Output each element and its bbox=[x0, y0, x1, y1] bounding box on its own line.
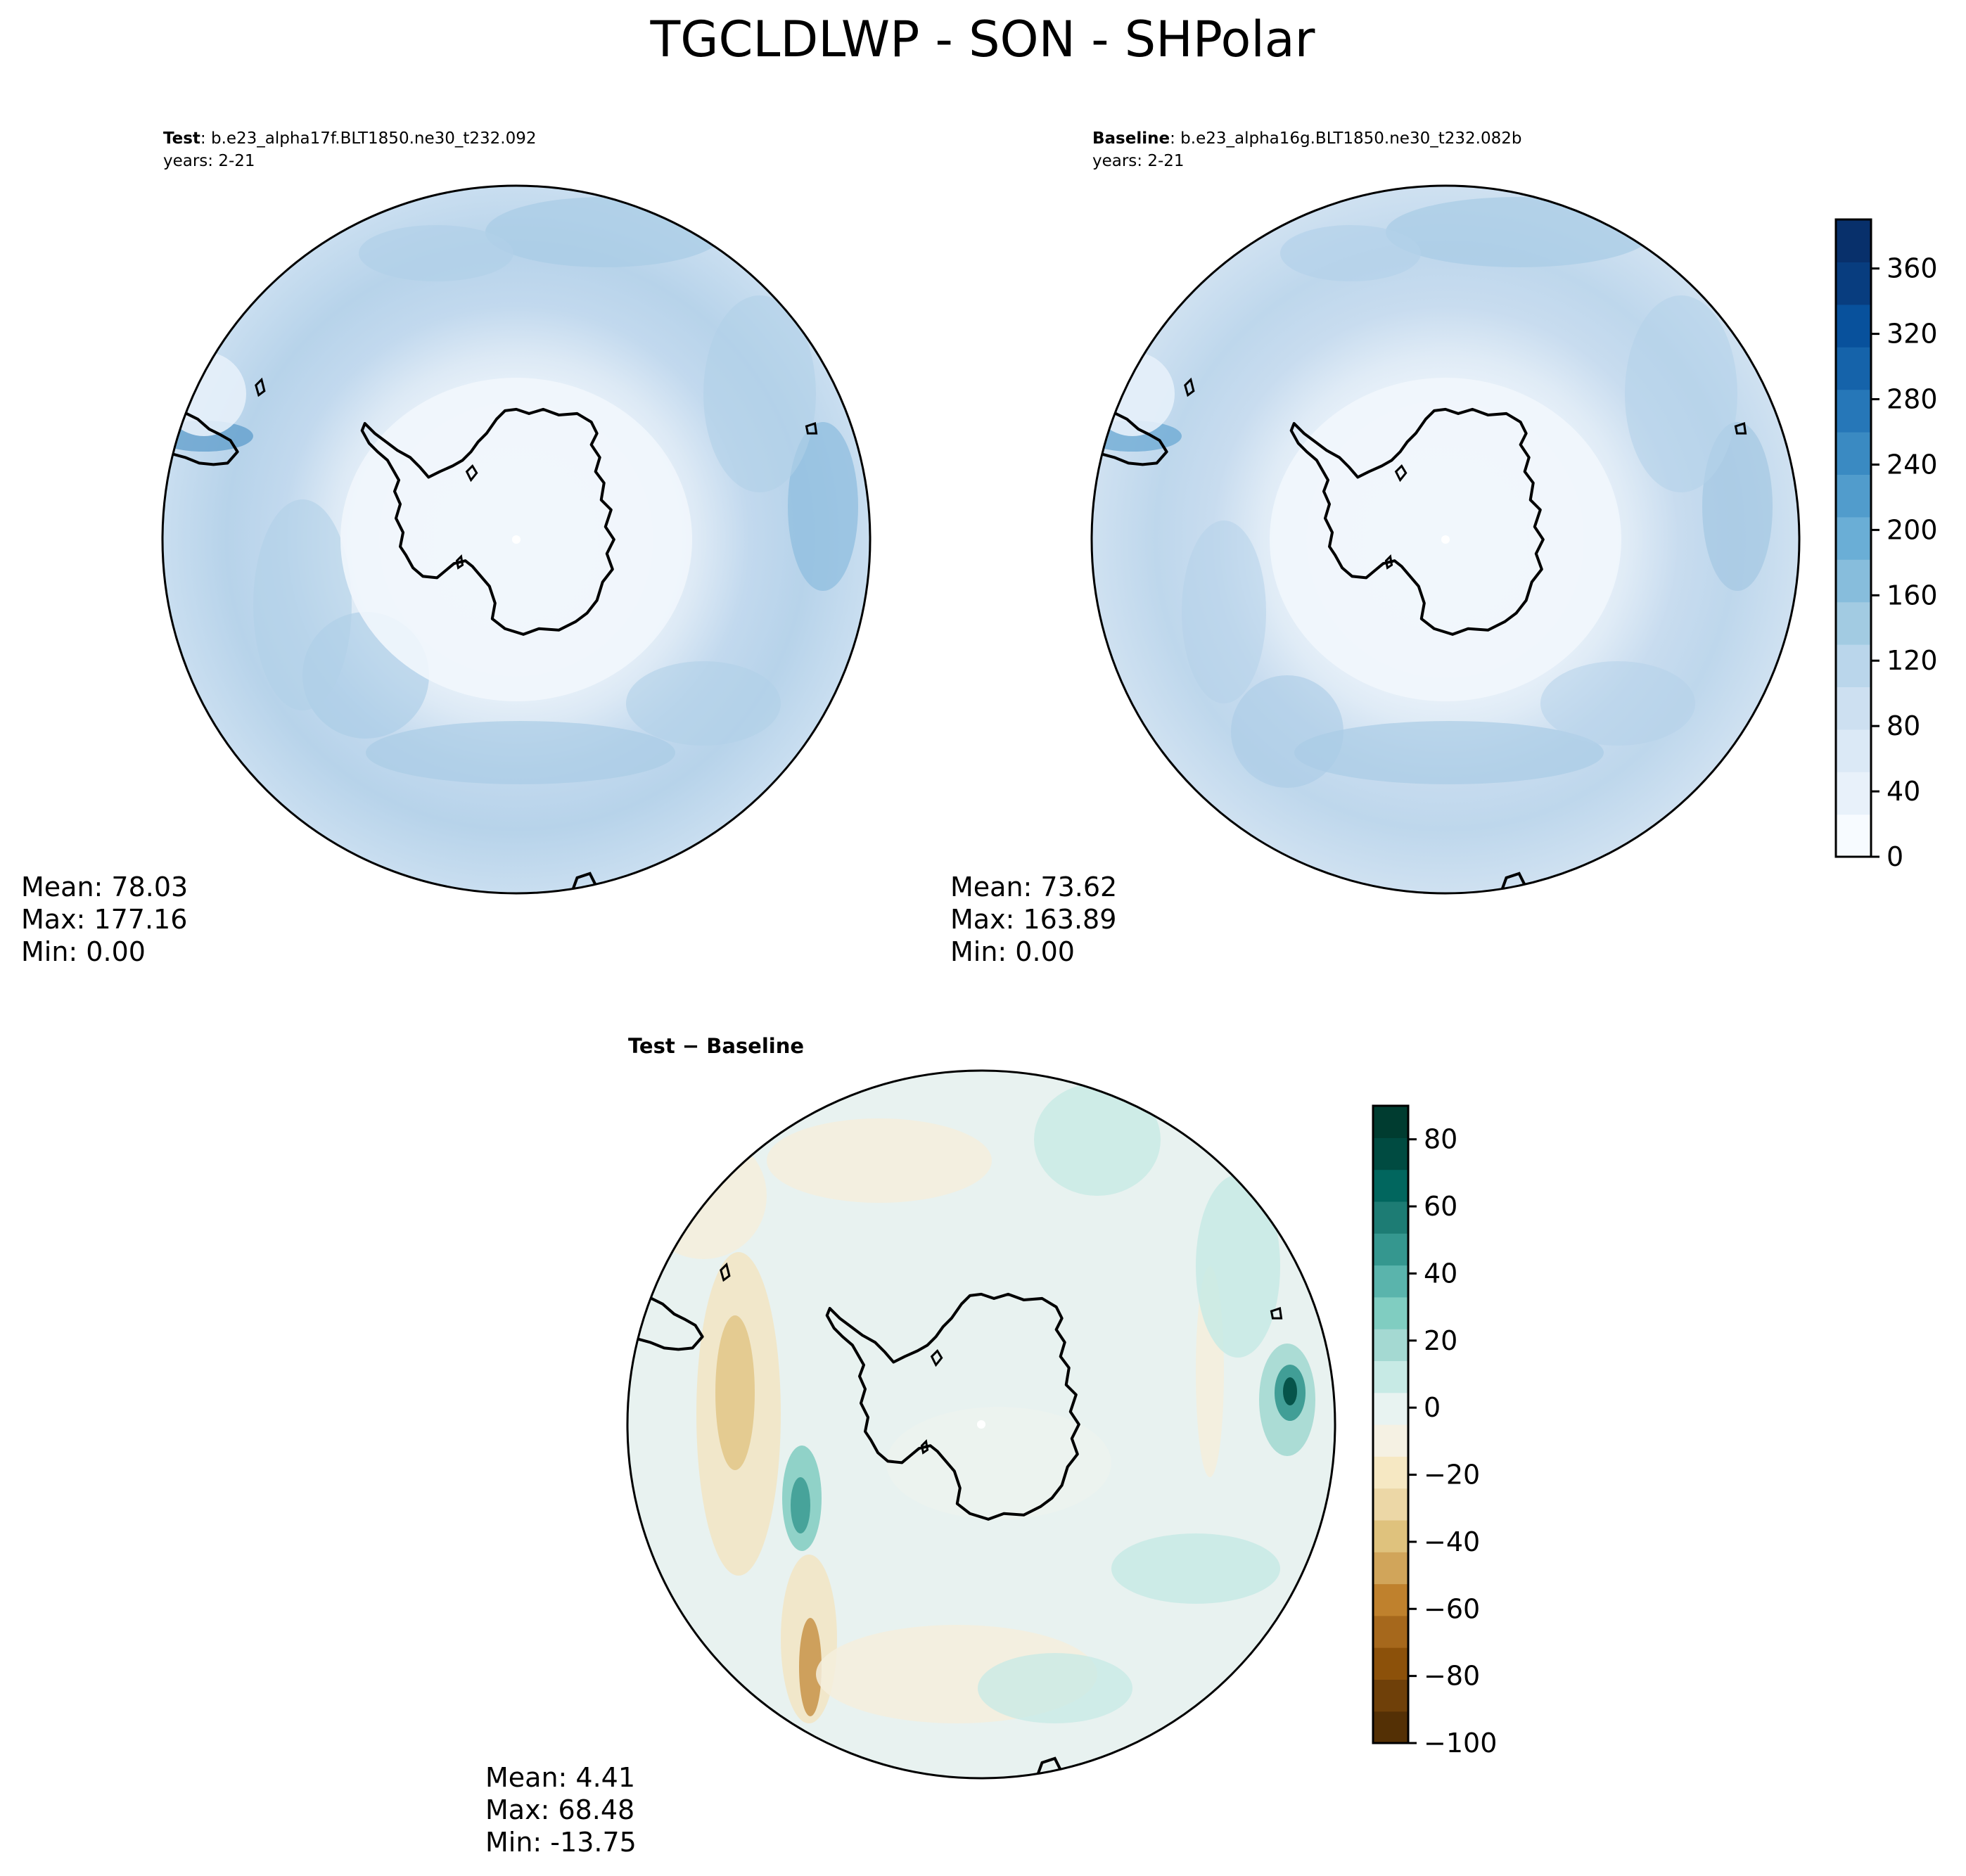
colorbar-tick-label: 120 bbox=[1887, 645, 1938, 676]
panel-diff-heading: Test − Baseline bbox=[628, 1034, 804, 1058]
colorbar-segment bbox=[1836, 516, 1871, 560]
panel-test: Test: b.e23_alpha17f.BLT1850.ne30_t232.0… bbox=[21, 129, 872, 967]
colorbar-segment bbox=[1836, 772, 1871, 815]
panel-diff-min: Min: -13.75 bbox=[485, 1827, 637, 1858]
colorbar-segment bbox=[1373, 1711, 1408, 1744]
panel-baseline-mean: Mean: 73.62 bbox=[950, 872, 1117, 902]
colorbar-tick-label: 200 bbox=[1887, 514, 1938, 545]
panel-test-max: Max: 177.16 bbox=[21, 904, 187, 935]
panel-test-min: Min: 0.00 bbox=[21, 936, 146, 967]
colorbar-blues: 0 40 80 120 160 200 240 280 320 360 bbox=[1834, 218, 1938, 872]
colorbar-tick-label: 160 bbox=[1887, 580, 1938, 611]
colorbar-segment bbox=[1836, 262, 1871, 305]
colorbar-tick-label: 280 bbox=[1887, 384, 1938, 415]
colorbar-segment bbox=[1836, 814, 1871, 857]
colorbar-segment bbox=[1836, 687, 1871, 730]
panel-baseline-years: years: 2-21 bbox=[1092, 152, 1185, 170]
colorbar-tick-label: 60 bbox=[1424, 1191, 1457, 1222]
colorbar-segment bbox=[1836, 432, 1871, 475]
colorbar-tick-label: −20 bbox=[1424, 1460, 1480, 1491]
colorbar-frame bbox=[1834, 218, 1872, 858]
panel-test-years: years: 2-21 bbox=[163, 152, 255, 170]
colorbar-diverging: −100 −80 −60 −40 −20 0 20 40 60 80 bbox=[1372, 1104, 1497, 1759]
colorbar-tick-label: 0 bbox=[1887, 841, 1903, 872]
colorbar-segment bbox=[1373, 1392, 1408, 1425]
panel-baseline-heading: Baseline: b.e23_alpha16g.BLT1850.ne30_t2… bbox=[1092, 129, 1521, 148]
colorbar-segment bbox=[1373, 1647, 1408, 1680]
colorbar-tick-label: −80 bbox=[1424, 1661, 1480, 1692]
colorbar-segment bbox=[1836, 347, 1871, 390]
figure-title: TGCLDLWP - SON - SHPolar bbox=[650, 11, 1315, 68]
panel-diff-map bbox=[627, 1071, 1335, 1778]
colorbar-tick-label: 240 bbox=[1887, 449, 1938, 480]
colorbar-segment bbox=[1373, 1519, 1408, 1552]
colorbar-segment bbox=[1836, 559, 1871, 603]
colorbar-segment bbox=[1836, 389, 1871, 433]
colorbar-segment bbox=[1373, 1583, 1408, 1616]
colorbar-segment bbox=[1836, 304, 1871, 347]
colorbar-segment bbox=[1836, 474, 1871, 518]
colorbar-segment bbox=[1373, 1329, 1408, 1361]
colorbar-segment bbox=[1373, 1679, 1408, 1712]
colorbar-segment bbox=[1836, 219, 1871, 262]
panel-test-mean: Mean: 78.03 bbox=[21, 872, 188, 902]
colorbar-tick-label: 40 bbox=[1887, 776, 1920, 807]
colorbar-segment bbox=[1836, 601, 1871, 645]
panel-test-heading: Test: b.e23_alpha17f.BLT1850.ne30_t232.0… bbox=[163, 129, 537, 148]
colorbar-tick-label: 20 bbox=[1424, 1325, 1457, 1356]
colorbar-segment bbox=[1373, 1424, 1408, 1457]
colorbar-segment bbox=[1373, 1552, 1408, 1585]
colorbar-segment bbox=[1373, 1201, 1408, 1234]
colorbar-segment bbox=[1836, 729, 1871, 772]
colorbar-segment bbox=[1373, 1265, 1408, 1298]
colorbar-segment bbox=[1373, 1488, 1408, 1521]
colorbar-tick-label: 40 bbox=[1424, 1258, 1457, 1289]
colorbar-tick-label: −60 bbox=[1424, 1593, 1480, 1624]
panel-diff-max: Max: 68.48 bbox=[485, 1794, 634, 1825]
colorbar-segment bbox=[1373, 1615, 1408, 1648]
colorbar-tick-label: 80 bbox=[1424, 1124, 1457, 1155]
colorbar-segment bbox=[1373, 1360, 1408, 1393]
colorbar-tick-label: −100 bbox=[1424, 1728, 1497, 1759]
colorbar-segment bbox=[1373, 1233, 1408, 1266]
colorbar-tick-label: −40 bbox=[1424, 1526, 1480, 1557]
panel-test-map bbox=[162, 186, 870, 893]
panel-baseline-min: Min: 0.00 bbox=[950, 936, 1075, 967]
panel-baseline-max: Max: 163.89 bbox=[950, 904, 1116, 935]
panel-diff: Test − Baseline Mean: 4.41 bbox=[485, 1034, 1336, 1858]
colorbar-segment bbox=[1373, 1456, 1408, 1489]
colorbar-tick-label: 0 bbox=[1424, 1392, 1441, 1423]
colorbar-segment bbox=[1836, 644, 1871, 687]
colorbar-tick-label: 360 bbox=[1887, 253, 1938, 284]
colorbar-tick-label: 320 bbox=[1887, 319, 1938, 350]
colorbar-segment bbox=[1373, 1296, 1408, 1329]
colorbar-frame bbox=[1372, 1104, 1410, 1744]
colorbar-segment bbox=[1373, 1137, 1408, 1170]
colorbar-segment bbox=[1373, 1106, 1408, 1138]
panel-baseline-map bbox=[1092, 186, 1799, 893]
panel-diff-mean: Mean: 4.41 bbox=[485, 1762, 635, 1793]
colorbar-tick-label: 80 bbox=[1887, 710, 1920, 741]
panel-baseline: Baseline: b.e23_alpha16g.BLT1850.ne30_t2… bbox=[950, 129, 1801, 967]
colorbar-segment bbox=[1373, 1169, 1408, 1202]
